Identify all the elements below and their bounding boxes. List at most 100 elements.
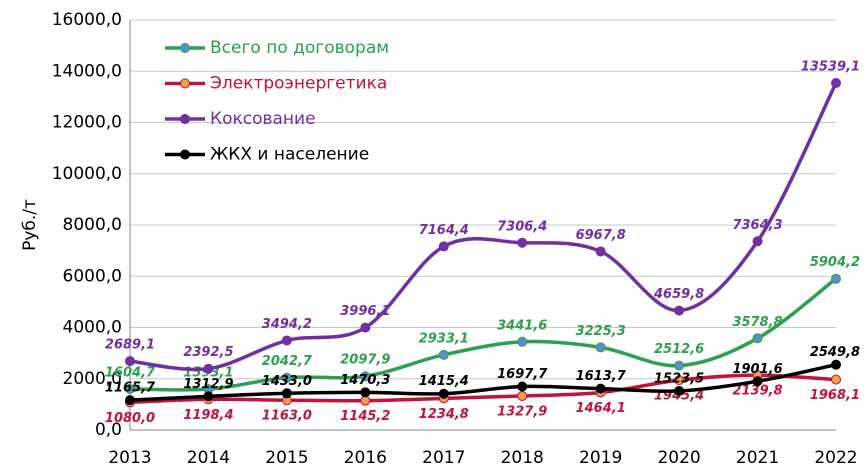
- y-tick-label: 4000,0: [63, 318, 122, 338]
- marker: [595, 342, 606, 353]
- x-tick-label: 2016: [344, 448, 387, 468]
- y-tick-label: 16000,0: [52, 10, 122, 30]
- series-line: [129, 373, 837, 405]
- value-label: 5904,2: [810, 255, 860, 270]
- marker: [438, 349, 449, 360]
- marker: [674, 385, 685, 396]
- marker: [831, 359, 841, 370]
- value-label: 1163,0: [262, 409, 312, 424]
- marker: [674, 360, 685, 371]
- marker: [360, 322, 371, 333]
- y-tick-label: 2000,0: [63, 369, 122, 389]
- value-label: 7364,3: [732, 218, 782, 233]
- y-axis-label: Руб./т: [20, 199, 40, 251]
- value-label: 1312,9: [183, 377, 233, 392]
- value-label: 2392,5: [183, 345, 233, 360]
- series-line: [129, 277, 838, 392]
- value-label: 2042,7: [262, 354, 313, 369]
- y-tick-label: 10000,0: [52, 164, 122, 184]
- value-label: 2689,1: [105, 338, 155, 353]
- marker: [438, 388, 449, 399]
- value-label: 1327,9: [497, 404, 547, 419]
- x-tick-label: 2022: [814, 448, 857, 468]
- marker: [360, 395, 371, 406]
- legend-label: ЖКХ и население: [210, 145, 369, 165]
- value-label: 1198,4: [183, 408, 233, 423]
- marker: [752, 376, 763, 387]
- marker: [752, 333, 763, 344]
- y-tick-label: 8000,0: [63, 215, 122, 235]
- value-label: 1080,0: [105, 411, 155, 426]
- legend-marker: [180, 149, 190, 160]
- marker: [831, 78, 841, 89]
- marker: [831, 374, 841, 385]
- x-tick-label: 2013: [108, 448, 151, 468]
- value-label: 2549,8: [810, 345, 860, 360]
- marker: [674, 305, 685, 316]
- marker: [125, 356, 135, 367]
- series-line: [129, 362, 837, 402]
- x-tick-label: 2015: [265, 448, 308, 468]
- value-label: 1470,3: [340, 373, 390, 388]
- value-label: 7306,4: [497, 219, 547, 234]
- value-label: 1433,0: [262, 374, 312, 389]
- value-label: 1464,1: [576, 401, 626, 416]
- marker: [281, 388, 292, 399]
- marker: [517, 237, 528, 248]
- marker: [752, 236, 763, 247]
- value-label: 1523,5: [654, 371, 704, 386]
- y-tick-label: 6000,0: [63, 266, 122, 286]
- marker: [203, 391, 214, 402]
- marker: [517, 336, 528, 347]
- marker: [203, 363, 214, 374]
- marker: [360, 371, 371, 382]
- y-tick-label: 0,0: [95, 420, 122, 440]
- value-label: 3225,3: [576, 324, 626, 339]
- value-label: 2139,8: [732, 384, 782, 399]
- marker: [281, 335, 292, 346]
- value-label: 1415,4: [419, 374, 469, 389]
- value-label: 2097,9: [340, 353, 390, 368]
- x-tick-label: 2014: [187, 448, 230, 468]
- legend-label: Всего по договорам: [210, 38, 389, 58]
- x-tick-label: 2019: [579, 448, 622, 468]
- y-tick-label: 12000,0: [52, 113, 122, 133]
- marker: [674, 375, 685, 386]
- marker: [125, 395, 135, 406]
- value-label: 3578,8: [732, 315, 782, 330]
- value-label: 1145,2: [340, 409, 390, 424]
- marker: [360, 387, 371, 398]
- marker: [438, 241, 449, 252]
- value-label: 6967,8: [576, 228, 626, 243]
- x-tick-label: 2021: [736, 448, 779, 468]
- value-label: 3441,6: [497, 318, 547, 333]
- legend-label: Коксование: [210, 109, 316, 129]
- marker: [595, 383, 606, 394]
- legend-marker: [180, 114, 190, 124]
- value-label: 7164,4: [419, 223, 469, 238]
- value-label: 2933,1: [419, 331, 469, 346]
- value-label: 1697,7: [497, 367, 548, 382]
- x-tick-label: 2018: [501, 448, 544, 468]
- y-tick-label: 14000,0: [52, 61, 122, 81]
- legend-marker: [180, 78, 190, 89]
- value-label: 1613,7: [576, 369, 627, 384]
- x-tick-label: 2020: [657, 448, 700, 468]
- value-label: 1968,1: [810, 388, 860, 403]
- x-tick-label: 2017: [422, 448, 465, 468]
- marker: [125, 383, 135, 394]
- legend-label: Электроэнергетика: [210, 74, 387, 94]
- value-label: 3494,2: [262, 317, 312, 332]
- marker: [831, 273, 841, 284]
- value-label: 1234,8: [419, 407, 469, 422]
- value-label: 13539,1: [801, 60, 860, 75]
- value-label: 1165,7: [105, 381, 156, 396]
- legend-marker: [180, 43, 190, 53]
- value-label: 3996,1: [340, 304, 390, 319]
- value-label: 1901,6: [732, 362, 782, 377]
- marker: [595, 246, 606, 257]
- marker: [281, 372, 292, 383]
- value-label: 4659,8: [653, 287, 704, 302]
- value-label: 2512,6: [654, 342, 704, 357]
